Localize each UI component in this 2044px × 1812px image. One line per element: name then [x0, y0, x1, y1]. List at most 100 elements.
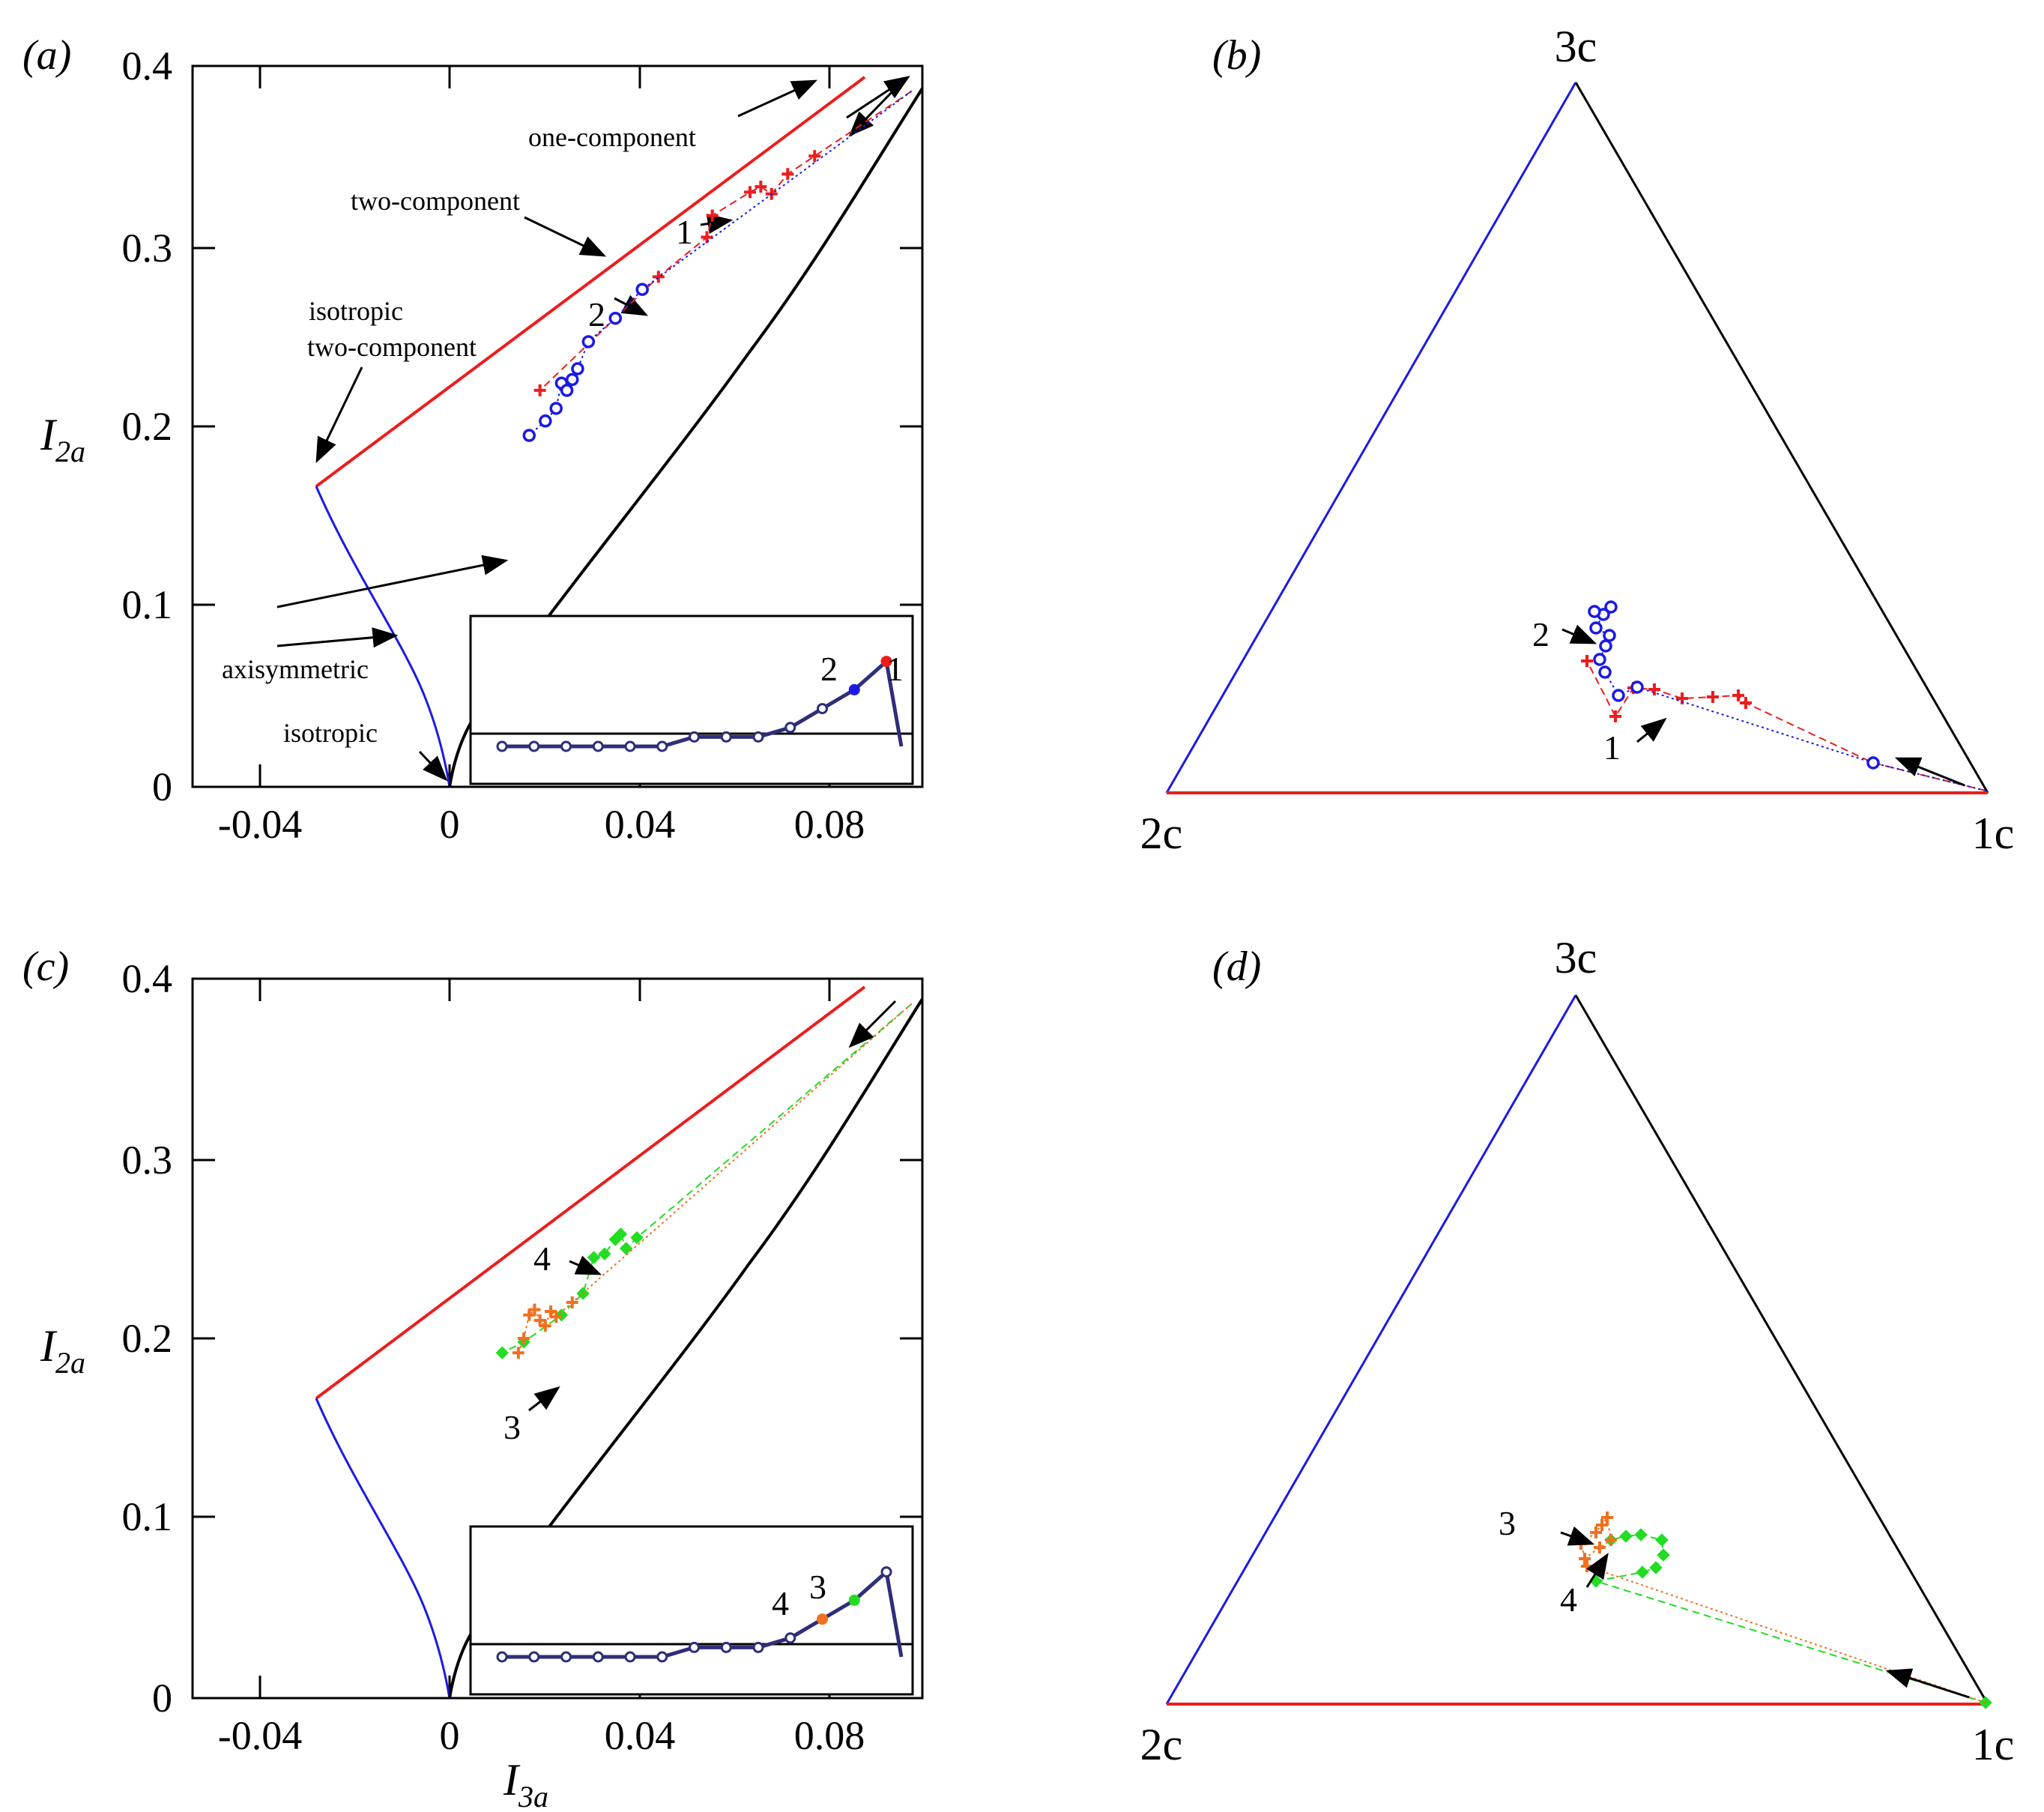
vertex-label-1c: 1c [1972, 1720, 2015, 1769]
series-3-point [1634, 1528, 1648, 1541]
series-2-point-glyph [1630, 680, 1644, 694]
series-4-point [566, 1296, 578, 1308]
ytick-label: 0.3 [122, 1138, 173, 1183]
inset-point [817, 1613, 828, 1625]
series-3-point-glyph [619, 1242, 633, 1255]
inset-point [817, 703, 828, 715]
panel-a: (a) 0 0.1 0.2 0.3 0.4 I2a [22, 32, 924, 847]
series-4-point-glyph [539, 1320, 551, 1332]
series-2-point-glyph [1589, 621, 1603, 635]
inset-point [496, 1651, 508, 1663]
panel-label-b: (b) [1212, 32, 1261, 79]
inset-curve [496, 1566, 904, 1663]
series-2-point [566, 372, 579, 387]
series-3-point-glyph [1649, 1561, 1663, 1574]
series-1-point-glyph [1676, 692, 1688, 704]
series-2-point [522, 429, 536, 442]
series-2-point [1588, 605, 1601, 618]
series-2-point [571, 362, 584, 375]
series-1-point-glyph [1740, 697, 1752, 709]
series-3-point-glyph [614, 1227, 628, 1241]
panel-label-c: (c) [22, 943, 69, 990]
inset-point [880, 656, 892, 668]
series-3-point [1649, 1561, 1663, 1574]
series-4-point [539, 1320, 551, 1332]
series-1-point [652, 271, 665, 283]
series-2-point-glyph [549, 402, 563, 415]
series-3-point [630, 1230, 644, 1245]
series-3-point [598, 1247, 611, 1260]
x-axis-a: -0.04 0 0.04 0.08 [218, 66, 865, 847]
series-4-point-glyph [1605, 1534, 1617, 1546]
series-4-point [1601, 1511, 1613, 1523]
series-1-point-glyph [808, 150, 821, 163]
annotation-isotropic-two-line2: two-component [307, 332, 477, 362]
series-3-arrow-label: 3 [1499, 1504, 1516, 1542]
series-3-point [1636, 1565, 1649, 1579]
series-4-point-glyph [566, 1296, 578, 1308]
series-4-point-glyph [518, 1332, 530, 1344]
annotation-arrows-b [1561, 624, 1965, 787]
annotation-two-component: two-component [351, 186, 520, 216]
series-2-point-glyph [1603, 629, 1616, 642]
inset-point [784, 722, 796, 734]
inset-point [656, 740, 668, 752]
series-2-point-glyph [1604, 600, 1618, 614]
annotation-arrows-d [1560, 1526, 1970, 1699]
series-3-point-glyph [1657, 1548, 1670, 1562]
series-2-point-glyph [1599, 639, 1612, 653]
xtick-label: 0.08 [794, 802, 865, 847]
series-2-point-glyph [635, 283, 649, 296]
vertex-label-3c: 3c [1555, 22, 1597, 71]
inset-point [784, 1632, 796, 1644]
xtick-label: -0.04 [218, 802, 302, 847]
series-2-point-glyph [539, 414, 552, 428]
series-1-arrow-label: 1 [676, 213, 693, 251]
inset-point [496, 740, 508, 752]
series-2-point [1598, 665, 1612, 679]
inset-frame [469, 1525, 914, 1696]
annotation-isotropic-two-line1: isotropic [309, 296, 403, 326]
inset-label: 3 [809, 1568, 826, 1606]
y-axis-label-c: I2a [40, 1321, 85, 1380]
series-2-point-glyph [560, 384, 574, 397]
series-4-arrow-label: 4 [533, 1239, 551, 1278]
annotation-one-component: one-component [528, 122, 696, 152]
series-1-point-glyph [1581, 655, 1593, 667]
ytick-label: 0.2 [122, 404, 173, 449]
series-1-point [1581, 655, 1593, 667]
series-group-d [1575, 1511, 1992, 1709]
series-2-point [608, 311, 623, 325]
inset-point [752, 731, 764, 743]
series-3-point [619, 1242, 633, 1255]
series-4-point-glyph [1590, 1526, 1602, 1538]
ytick-label: 0 [152, 764, 172, 809]
series-1-point [1740, 697, 1752, 709]
series-group-b [1581, 600, 1986, 791]
series-2-point-glyph [566, 372, 579, 387]
series-1-point-glyph [533, 384, 546, 396]
series-1-point-glyph [781, 168, 794, 181]
series-4-point [512, 1347, 524, 1359]
inset-point [848, 1594, 860, 1606]
series-2-point [1589, 621, 1603, 635]
ytick-label: 0.4 [122, 43, 173, 88]
vertex-label-2c: 2c [1140, 809, 1183, 858]
xtick-label: 0 [440, 802, 460, 847]
panel-label-d: (d) [1212, 943, 1261, 990]
inset-point [689, 1641, 700, 1653]
series-2-point-glyph [1588, 605, 1601, 618]
inset-point [624, 1651, 636, 1663]
ytick-label: 0.4 [122, 956, 173, 1001]
inset-point [689, 731, 700, 743]
inset-point [656, 1651, 668, 1663]
inset-point [528, 1651, 540, 1663]
series-3-point-glyph [1634, 1528, 1648, 1541]
series-2-point [539, 414, 552, 428]
series-4-point-glyph [550, 1311, 563, 1323]
vertex-label-3c: 3c [1555, 933, 1597, 982]
series-4-point [518, 1332, 530, 1344]
series-4-line [517, 1003, 913, 1353]
xtick-label: -0.04 [218, 1713, 302, 1758]
series-1-line [539, 90, 913, 391]
